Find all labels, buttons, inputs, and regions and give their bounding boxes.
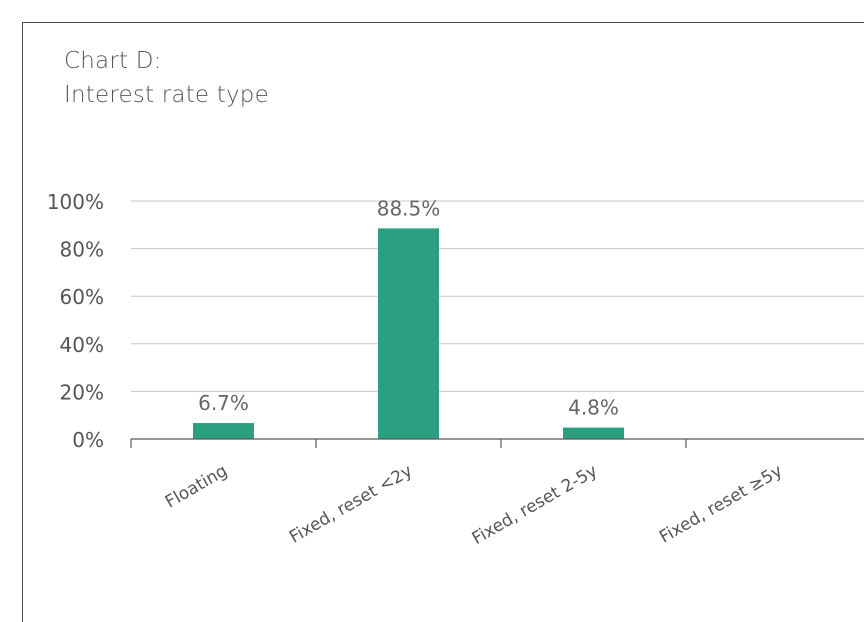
bar xyxy=(378,228,439,439)
chart-title-line2: Interest rate type xyxy=(64,82,269,108)
data-label: 6.7% xyxy=(198,391,249,415)
chart-frame xyxy=(22,22,864,622)
bar xyxy=(563,427,624,439)
y-tick-label: 20% xyxy=(60,380,104,404)
chart-title-line1: Chart D: xyxy=(64,48,162,74)
y-tick-label: 80% xyxy=(60,238,104,262)
x-category-label: Fixed, reset ≥5y xyxy=(656,461,786,548)
data-labels: 6.7% 88.5% 4.8% xyxy=(198,196,619,419)
y-tick-label: 100% xyxy=(47,190,104,214)
gridlines xyxy=(131,200,864,392)
data-label: 88.5% xyxy=(377,196,441,220)
y-tick-label: 60% xyxy=(60,285,104,309)
y-axis-tick-labels: 0% 20% 40% 60% 80% 100% xyxy=(47,190,104,452)
x-axis xyxy=(130,438,864,448)
bars xyxy=(193,228,624,439)
x-axis-category-labels: Floating Fixed, reset <2y Fixed, reset 2-5… xyxy=(162,461,786,549)
x-category-label: Floating xyxy=(162,461,231,512)
data-label: 4.8% xyxy=(568,396,619,420)
chart-title: Chart D: Interest rate type xyxy=(64,44,269,112)
bar-chart: 0% 20% 40% 60% 80% 100% 6.7% 88.5% 4.8% Floatin… xyxy=(47,190,864,549)
bar xyxy=(193,423,254,439)
x-category-label: Fixed, reset 2-5y xyxy=(469,461,601,549)
y-tick-label: 40% xyxy=(60,333,104,357)
y-tick-label: 0% xyxy=(72,428,104,452)
x-category-label: Fixed, reset <2y xyxy=(286,461,416,548)
